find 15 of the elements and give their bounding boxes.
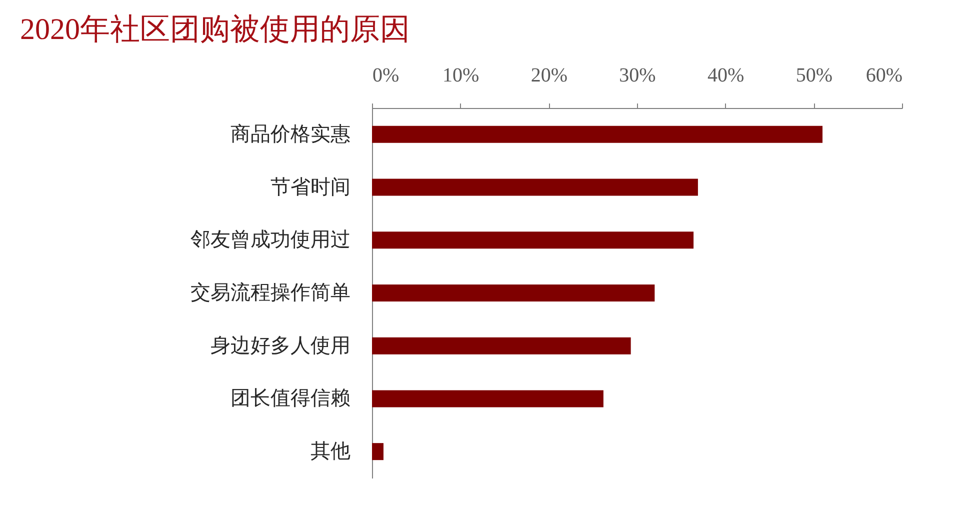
y-tick-label: 交易流程操作简单 xyxy=(190,282,350,304)
x-tick-label: 60% xyxy=(866,64,902,86)
x-tick-label: 0% xyxy=(372,64,400,86)
y-tick-label: 商品价格实惠 xyxy=(230,123,350,146)
y-tick-label: 其他 xyxy=(310,440,350,463)
y-tick-label: 身边好多人使用 xyxy=(210,334,350,357)
x-tick-label: 20% xyxy=(530,64,568,86)
y-tick-label: 邻友曾成功使用过 xyxy=(190,229,350,252)
y-tick-label: 节省时间 xyxy=(270,176,350,198)
x-tick-label: 50% xyxy=(796,64,833,86)
y-tick-label: 团长值得信赖 xyxy=(230,388,350,410)
x-tick-label: 10% xyxy=(442,64,480,86)
x-tick-label: 40% xyxy=(707,64,744,86)
chart-title: 2020年社区团购被使用的原因 xyxy=(20,13,410,46)
x-tick-label: 30% xyxy=(619,64,656,86)
